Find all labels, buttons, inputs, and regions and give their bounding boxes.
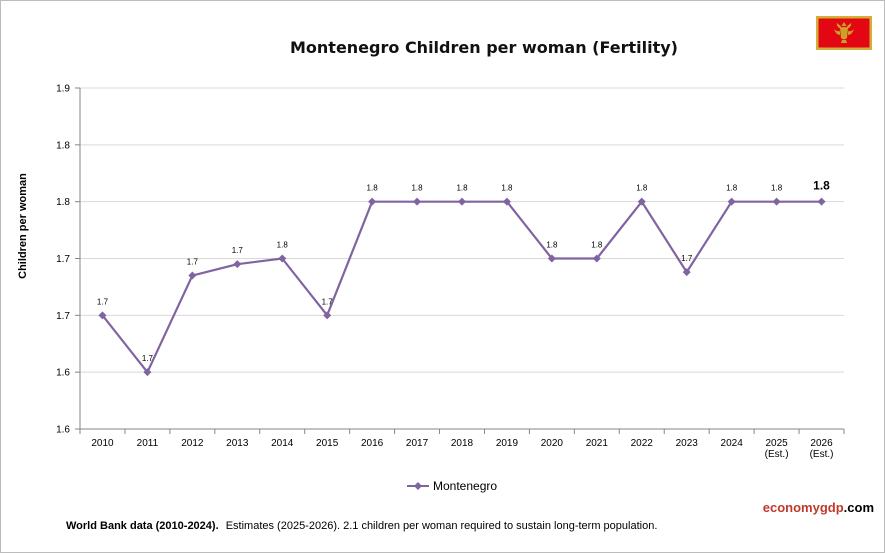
data-label: 1.8	[813, 179, 830, 193]
x-tick-label: 2010	[91, 438, 114, 449]
data-point	[682, 268, 691, 277]
data-point	[323, 311, 332, 320]
x-tick-label: 2024	[721, 438, 744, 449]
data-point	[278, 254, 287, 263]
x-tick-labels: 2010 2011 2012 2013 2014 2015 2016 2017 2018 2019…	[91, 438, 833, 460]
double-headed-eagle-emblem	[834, 22, 854, 43]
x-tick-label: 2014	[271, 438, 294, 449]
data-label: 1.8	[636, 184, 648, 193]
x-tick-label: 2012	[181, 438, 204, 449]
y-axis-label: Children per woman	[17, 173, 29, 279]
data-labels: 1.7 1.7 1.7 1.7 1.8 1.7 1.8 1.8 1.8 1.8 1.8 1.8 1.8 1…	[97, 179, 830, 363]
x-tick-label: 2011	[137, 438, 159, 449]
data-label: 1.8	[277, 241, 289, 250]
y-tick-label: 1.6	[56, 425, 70, 436]
y-tick-label: 1.7	[56, 254, 70, 265]
data-label: 1.8	[726, 184, 738, 193]
y-tick-label: 1.7	[56, 311, 70, 322]
x-tick-label: 2013	[226, 438, 249, 449]
data-point	[727, 197, 736, 206]
data-point	[772, 197, 781, 206]
x-tick-label: (Est.)	[765, 449, 789, 460]
x-tick-label: 2025	[765, 438, 788, 449]
data-label: 1.7	[142, 354, 154, 363]
brand-part-gdp: gdp	[820, 500, 844, 515]
data-point	[637, 197, 646, 206]
montenegro-flag-icon	[816, 16, 872, 50]
footnote-note: Estimates (2025-2026). 2.1 children per …	[226, 520, 658, 532]
data-label: 1.8	[771, 184, 783, 193]
x-tick-label: (Est.)	[810, 449, 834, 460]
data-label: 1.8	[367, 184, 379, 193]
data-point	[592, 254, 601, 263]
data-label: 1.7	[232, 246, 244, 255]
x-tick-label: 2021	[586, 438, 609, 449]
y-tick-label: 1.9	[56, 84, 70, 95]
data-point	[143, 368, 152, 377]
data-label: 1.7	[97, 297, 109, 306]
brand-part-economy: economy	[763, 500, 821, 515]
brand-logo: economygdp.com	[763, 500, 874, 515]
legend: Montenegro	[407, 479, 497, 493]
x-tick-label: 2015	[316, 438, 339, 449]
data-point	[458, 197, 466, 206]
x-tick-label: 2017	[406, 438, 429, 449]
data-point	[547, 254, 556, 263]
data-label: 1.8	[501, 184, 513, 193]
data-point	[368, 197, 377, 206]
data-point	[188, 271, 197, 280]
data-point	[502, 197, 511, 206]
gridlines	[80, 87, 844, 373]
data-label: 1.8	[456, 184, 468, 193]
x-tick-label: 2016	[361, 438, 384, 449]
x-tick-label: 2020	[541, 438, 564, 449]
x-tick-label: 2019	[496, 438, 519, 449]
brand-part-com: .com	[844, 500, 874, 515]
y-tick-label: 1.6	[56, 368, 70, 379]
y-tick-labels: 1.9 1.8 1.8 1.7 1.7 1.6 1.6	[56, 84, 70, 436]
data-label: 1.7	[187, 258, 199, 267]
data-point	[98, 311, 107, 320]
x-tick-label: 2018	[451, 438, 474, 449]
chart-title: Montenegro Children per woman (Fertility…	[290, 38, 678, 57]
data-point	[413, 197, 422, 206]
data-label: 1.8	[411, 184, 423, 193]
x-tick-label: 2026	[810, 438, 833, 449]
data-label: 1.8	[546, 241, 558, 250]
legend-entry-montenegro: Montenegro	[433, 479, 497, 493]
data-label: 1.7	[322, 297, 334, 306]
data-label: 1.8	[591, 241, 603, 250]
footnote-source: World Bank data (2010-2024).	[66, 520, 219, 532]
data-point	[817, 197, 826, 206]
series-montenegro	[98, 197, 826, 377]
axes	[75, 87, 845, 434]
footnote: World Bank data (2010-2024). Estimates (…	[66, 520, 657, 532]
y-tick-label: 1.8	[56, 140, 70, 151]
x-tick-label: 2022	[631, 438, 654, 449]
x-tick-label: 2023	[676, 438, 699, 449]
y-tick-label: 1.8	[56, 197, 70, 208]
data-label: 1.7	[681, 254, 693, 263]
series-line	[101, 200, 822, 374]
legend-marker-swatch	[414, 482, 422, 490]
data-point	[233, 260, 242, 269]
